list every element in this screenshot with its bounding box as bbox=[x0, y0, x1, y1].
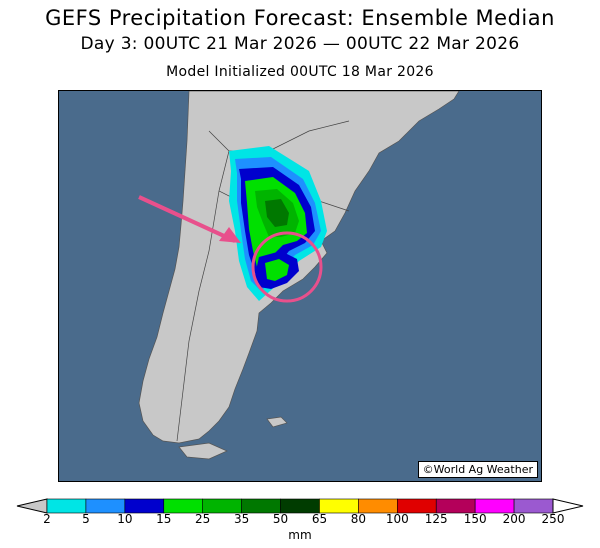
colorbar-swatch bbox=[85, 498, 126, 514]
map-title: GEFS Precipitation Forecast: Ensemble Me… bbox=[45, 6, 555, 30]
colorbar-swatch bbox=[435, 498, 476, 514]
colorbar-swatch bbox=[202, 498, 242, 514]
colorbar-tick-label: 250 bbox=[541, 512, 565, 526]
colorbar-swatch bbox=[46, 498, 87, 514]
map-credit: ©World Ag Weather bbox=[417, 461, 538, 478]
colorbar-tick-label: 50 bbox=[272, 512, 289, 526]
init-time: Model Initialized 00UTC 18 Mar 2026 bbox=[166, 64, 434, 80]
colorbar-swatch bbox=[358, 498, 398, 514]
colorbar-swatch bbox=[397, 498, 437, 514]
colorbar bbox=[16, 498, 584, 514]
colorbar-swatch bbox=[163, 498, 203, 514]
colorbar-tick-label: 10 bbox=[117, 512, 133, 526]
colorbar-tick-label: 5 bbox=[82, 512, 90, 526]
annotation-arrow-head bbox=[219, 227, 241, 243]
colorbar-units: mm bbox=[288, 528, 312, 542]
colorbar-tick-label: 100 bbox=[385, 512, 409, 526]
colorbar-swatch bbox=[474, 498, 515, 514]
colorbar-swatch bbox=[241, 498, 281, 514]
colorbar-tick-label: 65 bbox=[311, 512, 328, 526]
annotation-circle bbox=[251, 231, 323, 303]
precipitation-map: ©World Ag Weather bbox=[58, 90, 542, 482]
colorbar-swatch bbox=[513, 498, 554, 514]
colorbar-tick-label: 15 bbox=[156, 512, 172, 526]
annotation-arrow-line bbox=[138, 195, 236, 243]
tierra-del-fuego bbox=[178, 442, 228, 460]
colorbar-swatch bbox=[319, 498, 359, 514]
precip-35mm bbox=[265, 199, 289, 227]
colorbar-under bbox=[16, 498, 48, 514]
land-mass bbox=[138, 91, 460, 444]
colorbar-tick-label: 25 bbox=[195, 512, 211, 526]
colorbar-tick-label: 80 bbox=[350, 512, 367, 526]
falkland-islands bbox=[266, 416, 288, 428]
colorbar-swatch bbox=[124, 498, 165, 514]
colorbar-tick-label: 2 bbox=[43, 512, 51, 526]
valid-period: Day 3: 00UTC 21 Mar 2026 — 00UTC 22 Mar … bbox=[80, 34, 520, 54]
colorbar-tick-label: 35 bbox=[233, 512, 250, 526]
colorbar-tick-label: 200 bbox=[502, 512, 526, 526]
colorbar-tick-label: 150 bbox=[463, 512, 487, 526]
map-canvas bbox=[138, 91, 460, 460]
colorbar-swatch bbox=[280, 498, 320, 514]
colorbar-over bbox=[552, 498, 584, 514]
colorbar-tick-label: 125 bbox=[424, 512, 448, 526]
precip-buenos-aires-core bbox=[265, 259, 289, 281]
